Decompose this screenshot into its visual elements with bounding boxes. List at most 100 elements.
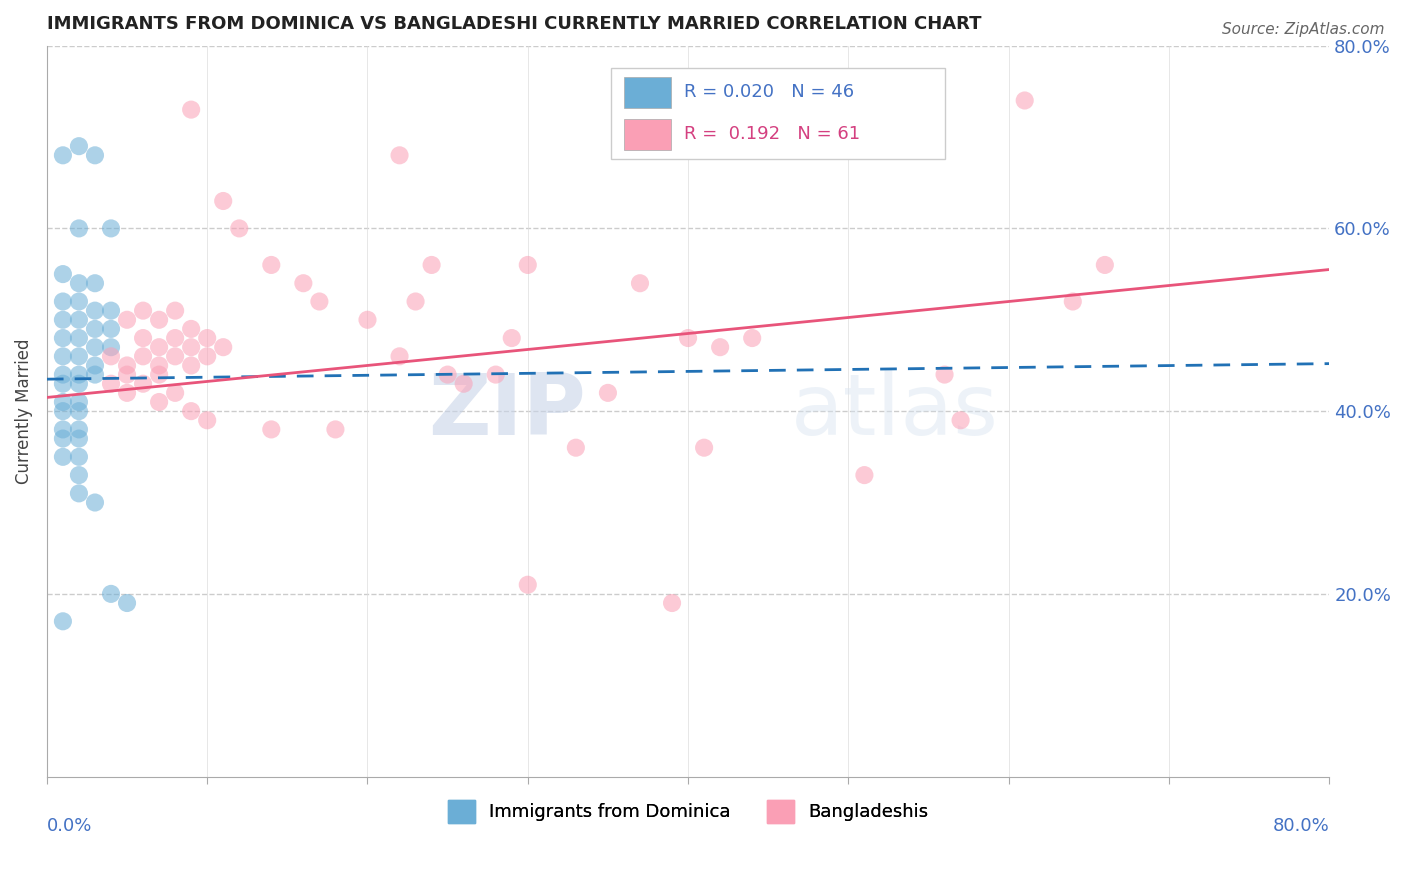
Point bbox=[148, 395, 170, 409]
Point bbox=[52, 148, 75, 162]
Point bbox=[165, 303, 187, 318]
Point bbox=[67, 312, 90, 326]
Point bbox=[693, 441, 716, 455]
Text: IMMIGRANTS FROM DOMINICA VS BANGLADESHI CURRENTLY MARRIED CORRELATION CHART: IMMIGRANTS FROM DOMINICA VS BANGLADESHI … bbox=[46, 15, 981, 33]
Point bbox=[84, 303, 107, 318]
Point bbox=[67, 221, 90, 235]
Point bbox=[260, 422, 283, 436]
Point bbox=[100, 349, 122, 363]
Point bbox=[115, 385, 138, 400]
Point bbox=[501, 331, 523, 345]
Point bbox=[67, 277, 90, 291]
Point bbox=[388, 148, 411, 162]
Point bbox=[100, 322, 122, 336]
Legend: Immigrants from Dominica, Bangladeshis: Immigrants from Dominica, Bangladeshis bbox=[440, 793, 936, 830]
Point bbox=[195, 331, 218, 345]
Text: Source: ZipAtlas.com: Source: ZipAtlas.com bbox=[1222, 22, 1385, 37]
Point bbox=[52, 312, 75, 326]
Point bbox=[180, 103, 202, 117]
Point bbox=[52, 395, 75, 409]
Point bbox=[67, 349, 90, 363]
Point bbox=[741, 331, 763, 345]
Point bbox=[565, 441, 588, 455]
Point bbox=[676, 331, 699, 345]
Point bbox=[132, 331, 155, 345]
Point bbox=[132, 303, 155, 318]
Point bbox=[52, 267, 75, 281]
Point bbox=[67, 331, 90, 345]
Point bbox=[853, 468, 876, 483]
Point bbox=[949, 413, 972, 427]
Text: 80.0%: 80.0% bbox=[1272, 817, 1329, 835]
Point bbox=[67, 450, 90, 464]
Point bbox=[84, 322, 107, 336]
Point bbox=[84, 148, 107, 162]
Point bbox=[148, 312, 170, 326]
Point bbox=[52, 615, 75, 629]
Point bbox=[84, 359, 107, 373]
Point bbox=[212, 340, 235, 354]
Point bbox=[180, 404, 202, 418]
Point bbox=[148, 359, 170, 373]
Point bbox=[516, 578, 538, 592]
Point bbox=[115, 312, 138, 326]
Point bbox=[132, 376, 155, 391]
Point bbox=[180, 340, 202, 354]
Point bbox=[67, 368, 90, 382]
Point bbox=[596, 385, 619, 400]
Point bbox=[52, 331, 75, 345]
Point bbox=[52, 349, 75, 363]
Point bbox=[100, 376, 122, 391]
Point bbox=[52, 376, 75, 391]
Point bbox=[52, 450, 75, 464]
Point bbox=[84, 340, 107, 354]
Point bbox=[325, 422, 347, 436]
Point bbox=[100, 221, 122, 235]
Point bbox=[1094, 258, 1116, 272]
Point bbox=[84, 277, 107, 291]
Point bbox=[67, 432, 90, 446]
Point bbox=[67, 376, 90, 391]
Point bbox=[67, 404, 90, 418]
Text: ZIP: ZIP bbox=[427, 369, 585, 452]
Point bbox=[195, 413, 218, 427]
Point bbox=[709, 340, 731, 354]
Point bbox=[228, 221, 250, 235]
Point bbox=[52, 404, 75, 418]
Point bbox=[165, 385, 187, 400]
Point bbox=[84, 368, 107, 382]
Point bbox=[212, 194, 235, 208]
Point bbox=[420, 258, 443, 272]
Point bbox=[84, 495, 107, 509]
Point bbox=[67, 422, 90, 436]
Point bbox=[115, 368, 138, 382]
Point bbox=[165, 331, 187, 345]
Point bbox=[260, 258, 283, 272]
Point bbox=[165, 349, 187, 363]
Point bbox=[115, 359, 138, 373]
Point bbox=[934, 368, 956, 382]
Point bbox=[100, 587, 122, 601]
Point bbox=[148, 368, 170, 382]
Point bbox=[52, 294, 75, 309]
Y-axis label: Currently Married: Currently Married bbox=[15, 338, 32, 483]
Point bbox=[516, 258, 538, 272]
Point bbox=[453, 376, 475, 391]
Point bbox=[148, 340, 170, 354]
Point bbox=[67, 395, 90, 409]
Point bbox=[1014, 94, 1036, 108]
Point bbox=[132, 349, 155, 363]
Point bbox=[628, 277, 651, 291]
Point bbox=[436, 368, 458, 382]
Point bbox=[195, 349, 218, 363]
Text: atlas: atlas bbox=[790, 369, 998, 452]
Point bbox=[180, 322, 202, 336]
Point bbox=[1062, 294, 1084, 309]
Point bbox=[661, 596, 683, 610]
Point bbox=[356, 312, 378, 326]
Point bbox=[100, 303, 122, 318]
Point bbox=[180, 359, 202, 373]
Point bbox=[388, 349, 411, 363]
Point bbox=[485, 368, 508, 382]
Point bbox=[67, 139, 90, 153]
